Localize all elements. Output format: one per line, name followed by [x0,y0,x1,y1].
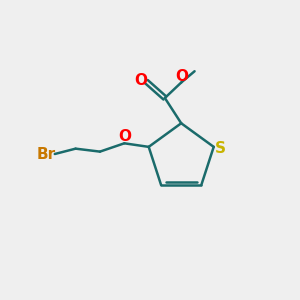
Text: O: O [118,129,131,144]
Text: O: O [175,69,188,84]
Text: Br: Br [37,147,56,162]
Text: O: O [135,73,148,88]
Text: S: S [215,141,226,156]
